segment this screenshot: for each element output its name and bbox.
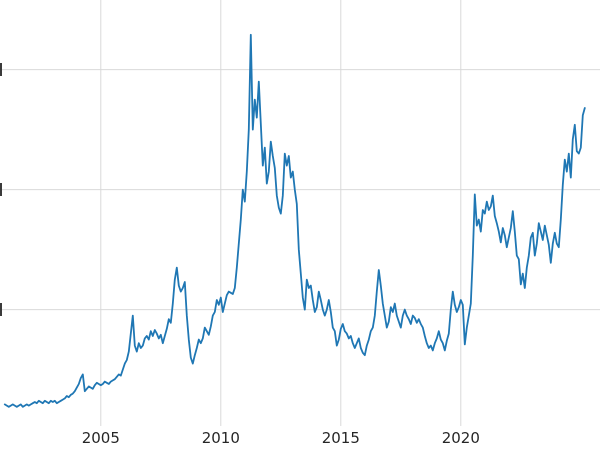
price-line-series bbox=[3, 33, 586, 408]
gridlines bbox=[0, 0, 600, 426]
cropped-y-tick-label-remnant bbox=[0, 302, 2, 316]
cropped-y-tick-label-remnant bbox=[0, 62, 2, 76]
x-tick-label: 2020 bbox=[441, 429, 480, 447]
x-axis-tick-labels: 2005 2010 2015 2020 bbox=[0, 429, 600, 450]
x-tick-label: 2005 bbox=[81, 429, 120, 447]
cropped-y-tick-label-remnant bbox=[0, 182, 2, 196]
x-tick-label: 2015 bbox=[321, 429, 360, 447]
x-tick-label: 2010 bbox=[201, 429, 240, 447]
